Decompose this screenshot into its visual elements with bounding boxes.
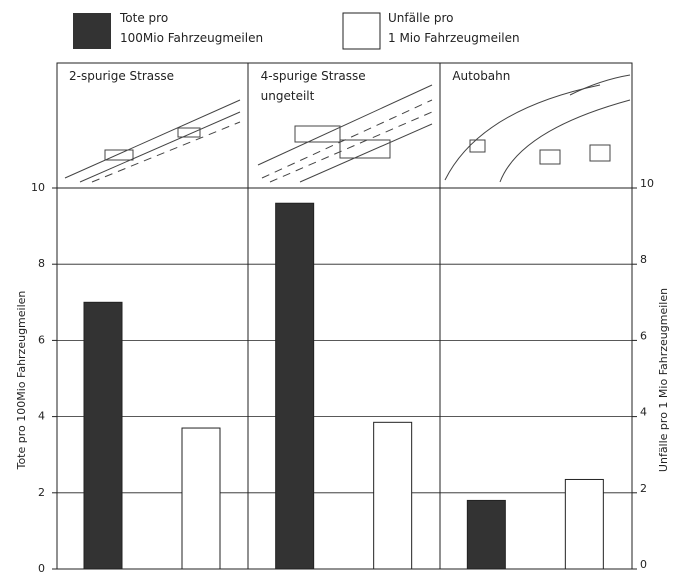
y-tick-label: 0	[38, 562, 45, 574]
bar	[83, 301, 123, 570]
category-label: 4-spurige Strasse ungeteilt	[260, 69, 366, 103]
y-axis-title: Tote pro 100Mio Fahrzeugmeilen	[15, 291, 28, 471]
bar	[466, 499, 506, 570]
illustrations	[64, 74, 631, 183]
legend-swatch	[73, 13, 111, 49]
y-tick-label: 8	[38, 257, 45, 270]
bar	[275, 202, 315, 570]
y2-tick-label: 10	[640, 177, 654, 190]
y-tick-label: 6	[38, 333, 45, 346]
y-tick-label: 2	[38, 486, 45, 499]
y-tick-label: 10	[31, 181, 45, 194]
y2-tick-label: 8	[640, 253, 647, 266]
legend-swatch	[342, 12, 381, 50]
y2-tick-label: 6	[640, 329, 647, 342]
bar	[564, 478, 604, 570]
bar	[181, 427, 221, 570]
y2-tick-label: 4	[640, 406, 647, 419]
category-label: Autobahn	[452, 69, 511, 83]
category-label: 2-spurige Strasse	[69, 69, 175, 83]
bar	[373, 421, 413, 570]
y-tick-label: 4	[38, 410, 45, 423]
legend-entry: Unfälle pro 1 Mio Fahrzeugmeilen	[388, 11, 520, 45]
legend-entry: Tote pro 100Mio Fahrzeugmeilen	[120, 11, 264, 45]
y2-tick-label: 2	[640, 482, 647, 495]
y2-axis-title: Unfälle pro 1 Mio Fahrzeugmeilen	[657, 288, 670, 472]
y2-tick-label: 0	[640, 558, 647, 571]
